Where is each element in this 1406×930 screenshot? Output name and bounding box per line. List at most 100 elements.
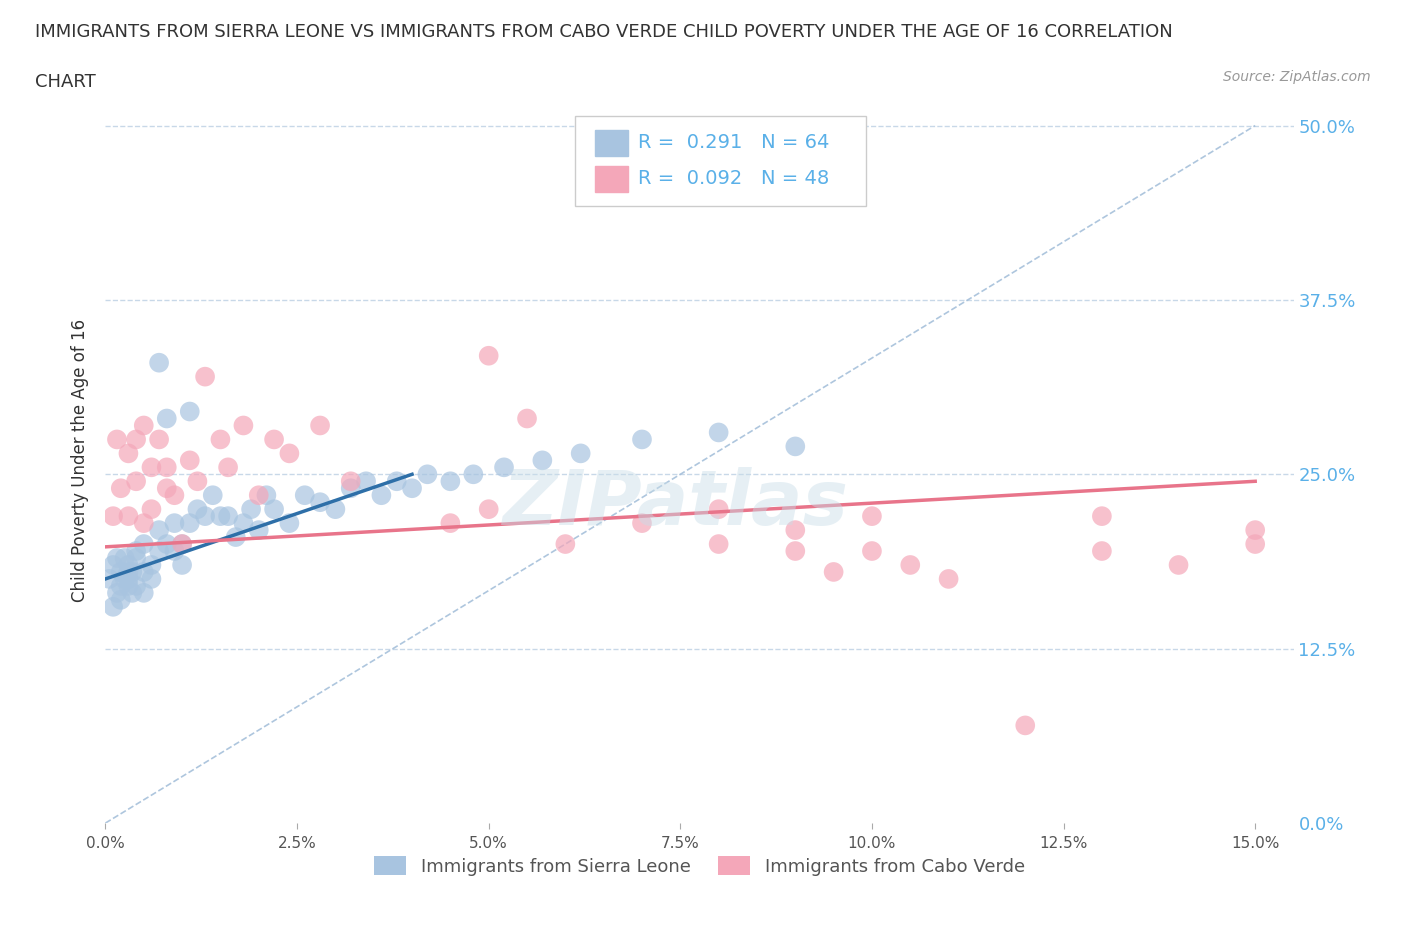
Point <box>117 558 139 573</box>
Point <box>132 586 155 601</box>
Point <box>492 460 515 475</box>
Point <box>209 432 232 447</box>
Point <box>141 502 163 517</box>
Point <box>141 571 163 587</box>
Point <box>785 439 807 454</box>
Point <box>110 578 132 593</box>
Point <box>439 474 461 489</box>
Bar <box>595 129 628 155</box>
Point <box>254 488 277 503</box>
Point <box>125 474 148 489</box>
Point <box>240 502 263 517</box>
Point <box>938 571 960 587</box>
Point <box>105 432 128 447</box>
Point <box>105 586 128 601</box>
Point <box>898 558 921 573</box>
Point <box>141 558 163 573</box>
Point <box>232 418 254 433</box>
Bar <box>595 166 628 192</box>
Point <box>339 474 361 489</box>
Point <box>132 565 155 579</box>
Y-axis label: Child Poverty Under the Age of 16: Child Poverty Under the Age of 16 <box>72 319 90 602</box>
Point <box>294 488 316 503</box>
Point <box>148 355 170 370</box>
Point <box>225 530 247 545</box>
Point <box>478 502 501 517</box>
Point <box>163 516 186 531</box>
Point <box>370 488 392 503</box>
Point <box>125 551 148 565</box>
Point <box>110 592 132 607</box>
Point <box>125 578 148 593</box>
Point <box>156 537 179 551</box>
Point <box>631 516 654 531</box>
Point <box>1167 558 1189 573</box>
Text: R =  0.092   N = 48: R = 0.092 N = 48 <box>638 169 830 189</box>
Point <box>325 502 347 517</box>
Point <box>156 460 179 475</box>
Point <box>163 543 186 558</box>
Point <box>209 509 232 524</box>
Point <box>217 460 239 475</box>
Point <box>278 446 301 461</box>
Point <box>117 509 139 524</box>
Point <box>132 418 155 433</box>
Point <box>569 446 592 461</box>
Point <box>101 509 124 524</box>
Point <box>117 565 139 579</box>
Point <box>114 571 136 587</box>
Point <box>1244 523 1267 538</box>
Point <box>554 537 576 551</box>
Point <box>194 509 217 524</box>
Point <box>707 502 730 517</box>
Point <box>114 551 136 565</box>
Point <box>121 565 143 579</box>
Point <box>860 543 883 558</box>
Point <box>309 418 332 433</box>
Point <box>339 481 361 496</box>
Point <box>785 523 807 538</box>
Point <box>823 565 845 579</box>
Point <box>141 460 163 475</box>
Point <box>217 509 239 524</box>
Point <box>194 369 217 384</box>
Text: IMMIGRANTS FROM SIERRA LEONE VS IMMIGRANTS FROM CABO VERDE CHILD POVERTY UNDER T: IMMIGRANTS FROM SIERRA LEONE VS IMMIGRAN… <box>35 23 1173 41</box>
Point <box>132 537 155 551</box>
Point <box>385 474 408 489</box>
Point <box>117 571 139 587</box>
Point <box>110 481 132 496</box>
Text: ZIPatlas: ZIPatlas <box>503 467 849 541</box>
Point <box>186 474 208 489</box>
Point <box>439 516 461 531</box>
Point <box>117 578 139 593</box>
Point <box>201 488 224 503</box>
Point <box>98 571 121 587</box>
Point <box>1091 543 1114 558</box>
Legend: Immigrants from Sierra Leone, Immigrants from Cabo Verde: Immigrants from Sierra Leone, Immigrants… <box>367 849 1032 883</box>
Point <box>401 481 423 496</box>
Point <box>354 474 377 489</box>
Point <box>179 405 201 419</box>
Point <box>179 516 201 531</box>
Point <box>172 558 194 573</box>
Point <box>478 349 501 364</box>
Point <box>101 558 124 573</box>
Point <box>172 537 194 551</box>
Point <box>631 432 654 447</box>
Point <box>247 488 270 503</box>
Point <box>860 509 883 524</box>
Point <box>1091 509 1114 524</box>
Point <box>148 432 170 447</box>
Point <box>105 551 128 565</box>
Point <box>1244 537 1267 551</box>
Point <box>148 543 170 558</box>
Point <box>110 565 132 579</box>
Point <box>172 537 194 551</box>
Point <box>309 495 332 510</box>
Point <box>232 516 254 531</box>
Point <box>156 411 179 426</box>
Point <box>785 543 807 558</box>
Point <box>117 446 139 461</box>
Point <box>179 453 201 468</box>
Point <box>707 425 730 440</box>
